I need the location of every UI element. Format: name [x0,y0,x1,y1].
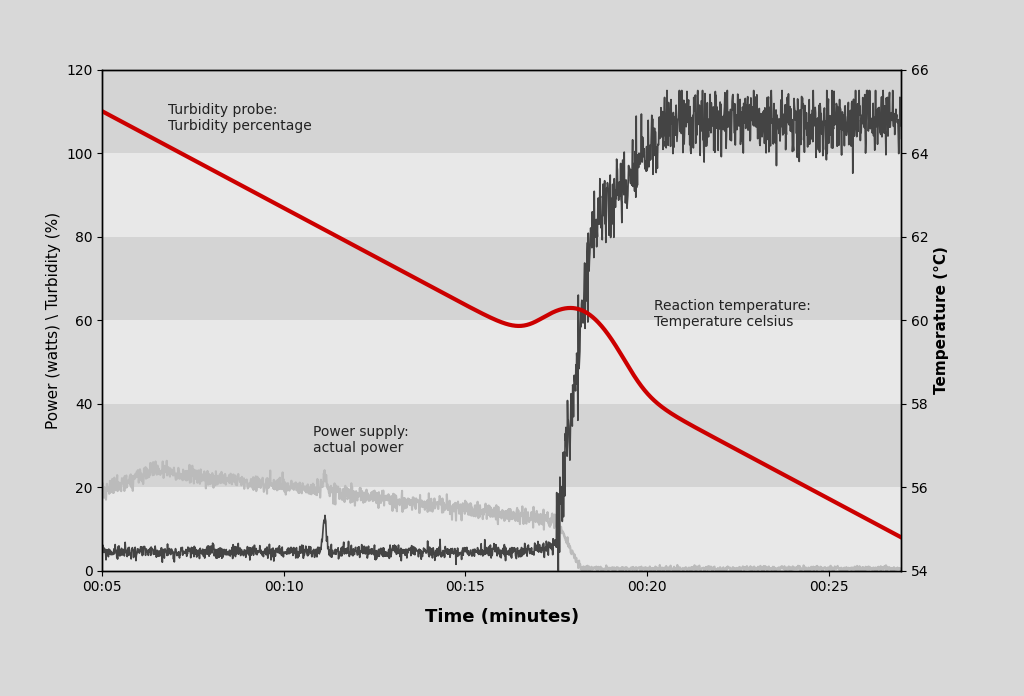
Bar [102,404,901,487]
Bar [102,320,901,404]
Bar [102,70,901,153]
Y-axis label: Temperature (°C): Temperature (°C) [934,246,949,394]
Bar [102,487,901,571]
Bar [102,237,901,320]
Y-axis label: Power (watts) \ Turbidity (%): Power (watts) \ Turbidity (%) [46,212,60,429]
Bar [102,153,901,237]
X-axis label: Time (minutes): Time (minutes) [425,608,579,626]
Text: Power supply:
actual power: Power supply: actual power [313,425,409,454]
Text: Turbidity probe:
Turbidity percentage: Turbidity probe: Turbidity percentage [168,103,311,133]
Text: Reaction temperature:
Temperature celsius: Reaction temperature: Temperature celsiu… [654,299,811,329]
